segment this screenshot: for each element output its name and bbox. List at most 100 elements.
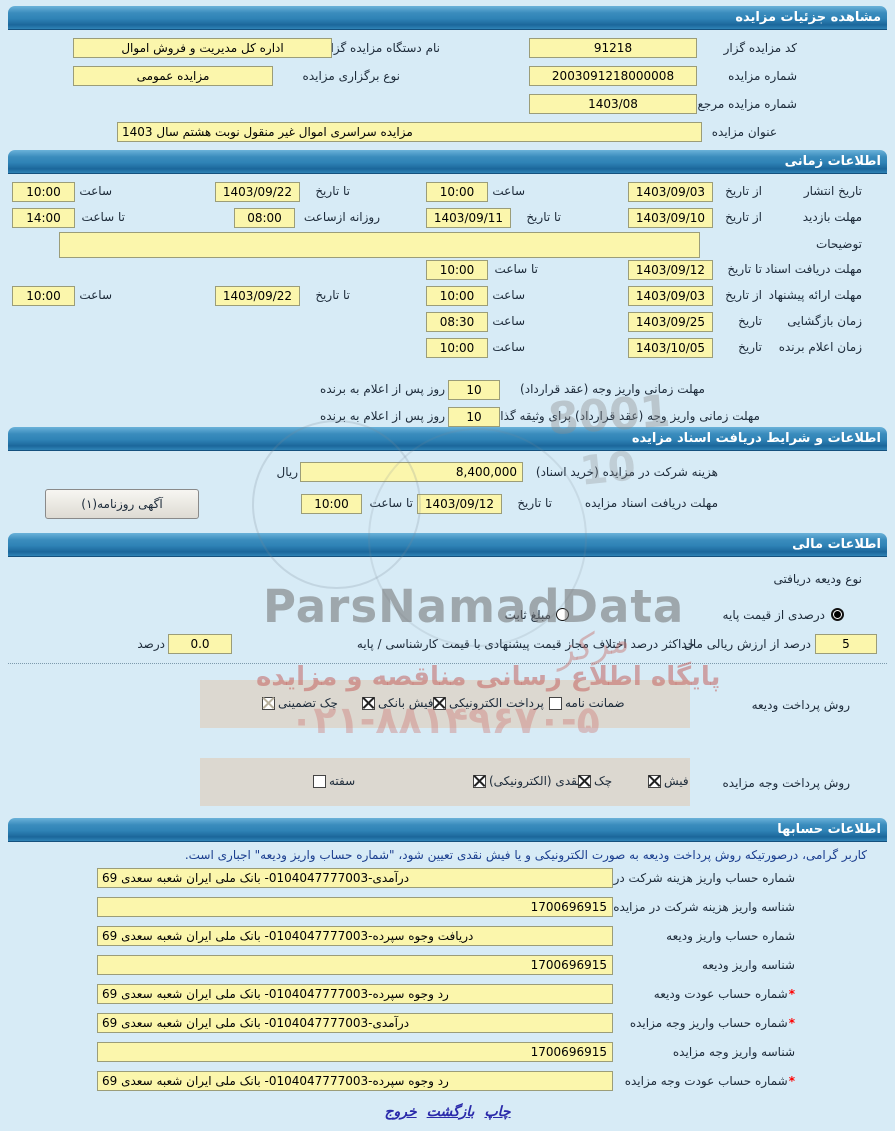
deposit-method-bank-slip[interactable]: فیش بانکی <box>362 696 433 710</box>
offer-from-time-field[interactable]: 10:00 <box>426 286 488 306</box>
opening-date-field[interactable]: 1403/09/25 <box>628 312 713 332</box>
auction-type-label: نوع برگزاری مزایده <box>302 69 400 83</box>
deposit-method-guarantee[interactable]: ضمانت نامه <box>549 696 625 710</box>
accounts-notice: کاربر گرامی، درصورتیکه روش پرداخت ودیعه … <box>184 848 867 862</box>
guaranteed-cheque-label: چک تضمینی <box>278 696 338 710</box>
publish-to-time-field[interactable]: 10:00 <box>12 182 75 202</box>
offer-to-time-field[interactable]: 10:00 <box>12 286 75 306</box>
winner-time-field[interactable]: 10:00 <box>426 338 488 358</box>
offer-to-date-caption: تا تاریخ <box>315 288 350 302</box>
fee-field[interactable]: 8,400,000 <box>300 462 523 482</box>
docs-deadline-time-field[interactable]: 10:00 <box>301 494 362 514</box>
account-row-field[interactable]: رد وجوه سپرده-0104047777003- بانک ملی ای… <box>97 984 613 1004</box>
account-row-field[interactable]: 1700696915 <box>97 897 613 917</box>
account-row-field[interactable]: رد وجوه سپرده-0104047777003- بانک ملی ای… <box>97 1071 613 1091</box>
notes-field[interactable] <box>59 232 700 258</box>
slip-label: فیش <box>664 774 689 788</box>
promissory-note-label: سفته <box>329 774 356 788</box>
print-link[interactable]: چاپ <box>484 1104 511 1120</box>
account-row-label: شماره حساب واریز هزینه شرکت در مزایده <box>577 871 795 885</box>
opening-hour-caption: ساعت <box>492 314 525 328</box>
publish-to-date-field[interactable]: 1403/09/22 <box>215 182 300 202</box>
promissory-note-checkbox[interactable] <box>313 774 326 788</box>
publish-from-time-field[interactable]: 10:00 <box>426 182 488 202</box>
account-row-field[interactable]: دریافت وجوه سپرده-0104047777003- بانک مل… <box>97 926 613 946</box>
auctioneer-code-field[interactable]: 91218 <box>529 38 697 58</box>
payment-method-promissory[interactable]: سفته <box>313 774 355 788</box>
docs-deadline-date-field[interactable]: 1403/09/12 <box>417 494 502 514</box>
payment-method-cash[interactable]: نقدی (الکترونیکی) <box>473 774 581 788</box>
electronic-payment-checkbox[interactable] <box>433 696 446 710</box>
guarantee-letter-checkbox[interactable] <box>549 696 562 710</box>
auctioneer-code-label: کد مزایده گزار <box>723 41 797 55</box>
cheque-checkbox[interactable] <box>578 774 591 788</box>
required-asterisk: * <box>788 1016 795 1030</box>
offer-from-date-field[interactable]: 1403/09/03 <box>628 286 713 306</box>
account-row-field[interactable]: درآمدی-0104047777003- بانک ملی ایران شعب… <box>97 868 613 888</box>
winner-label: زمان اعلام برنده <box>778 340 862 354</box>
docs-deadline-date-caption: تا تاریخ <box>517 496 552 510</box>
visit-daily-from-caption: روزانه ازساعت <box>303 210 380 224</box>
publish-to-hour-caption: ساعت <box>79 184 112 198</box>
base-percent-field[interactable]: 5 <box>815 634 877 654</box>
account-row-label: *شماره حساب عودت ودیعه <box>653 987 795 1001</box>
publish-from-date-field[interactable]: 1403/09/03 <box>628 182 713 202</box>
cash-electronic-label: نقدی (الکترونیکی) <box>489 774 581 788</box>
page-title-bar: مشاهده جزئیات مزایده <box>8 6 887 30</box>
visit-from-time-field[interactable]: 08:00 <box>234 208 295 228</box>
payment-method-cheque[interactable]: چک <box>578 774 612 788</box>
doc-deadline-date-caption: تا تاریخ <box>727 262 762 276</box>
visit-from-date-caption: از تاریخ <box>725 210 762 224</box>
visit-to-date-field[interactable]: 1403/09/11 <box>426 208 511 228</box>
slip-checkbox[interactable] <box>648 774 661 788</box>
visit-from-date-field[interactable]: 1403/09/10 <box>628 208 713 228</box>
visit-to-hour-caption: تا ساعت <box>81 210 125 224</box>
auctioneer-name-field[interactable]: اداره کل مدیریت و فروش اموال <box>73 38 332 58</box>
max-diff-label: حداکثر درصد اختلاف مجاز قیمت پیشنهادی با… <box>356 637 695 651</box>
doc-deadline-time-field[interactable]: 10:00 <box>426 260 488 280</box>
cheque-label: چک <box>594 774 613 788</box>
account-row-field[interactable]: درآمدی-0104047777003- بانک ملی ایران شعب… <box>97 1013 613 1033</box>
ref-number-field[interactable]: 1403/08 <box>529 94 697 114</box>
base-percent-label: درصد از ارزش ریالی مال <box>684 637 811 651</box>
watermark-brand: ParsNamadData <box>263 580 685 633</box>
deposit-type-fixed-radio[interactable] <box>556 608 569 621</box>
back-link[interactable]: بازگشت <box>426 1104 475 1120</box>
offer-from-hour-caption: ساعت <box>492 288 525 302</box>
winner-date-field[interactable]: 1403/10/05 <box>628 338 713 358</box>
pay-deadline-guarantor-days-caption: روز پس از اعلام به برنده <box>320 409 445 423</box>
visit-to-time-field[interactable]: 14:00 <box>12 208 75 228</box>
account-row-field[interactable]: 1700696915 <box>97 955 613 975</box>
guaranteed-cheque-checkbox[interactable] <box>262 696 275 710</box>
auction-title-field[interactable]: مزایده سراسری اموال غیر منقول نوبت هشتم … <box>117 122 702 142</box>
max-diff-field[interactable]: 0.0 <box>168 634 232 654</box>
financial-section-title: اطلاعات مالی <box>792 537 881 552</box>
deposit-type-percent-radio[interactable] <box>831 608 844 621</box>
auction-number-field[interactable]: 2003091218000008 <box>529 66 697 86</box>
pay-deadline-guarantor-days-field[interactable]: 10 <box>448 407 500 427</box>
auction-type-field[interactable]: مزایده عمومی <box>73 66 273 86</box>
bank-slip-checkbox[interactable] <box>362 696 375 710</box>
account-row-field[interactable]: 1700696915 <box>97 1042 613 1062</box>
page-title: مشاهده جزئیات مزایده <box>735 10 881 25</box>
dotted-divider <box>8 663 887 664</box>
offer-to-hour-caption: ساعت <box>79 288 112 302</box>
publish-label: تاریخ انتشار <box>803 184 862 198</box>
pay-deadline-label: مهلت زمانی واریز وجه (عقد قرارداد) <box>520 382 705 396</box>
deposit-method-electronic[interactable]: پرداخت الکترونیکی <box>433 696 544 710</box>
docs-deadline-hour-caption: تا ساعت <box>369 496 413 510</box>
payment-methods-label: روش پرداخت وجه مزایده <box>722 776 850 790</box>
newspaper-ad-button[interactable]: آگهی روزنامه(۱) <box>45 489 199 519</box>
pay-deadline-days-field[interactable]: 10 <box>448 380 500 400</box>
deposit-method-cheque[interactable]: چک تضمینی <box>262 696 338 710</box>
publish-from-hour-caption: ساعت <box>492 184 525 198</box>
offer-to-date-field[interactable]: 1403/09/22 <box>215 286 300 306</box>
doc-deadline-date-field[interactable]: 1403/09/12 <box>628 260 713 280</box>
cash-electronic-checkbox[interactable] <box>473 774 486 788</box>
exit-link[interactable]: خروج <box>384 1104 417 1120</box>
docs-section-title: اطلاعات و شرایط دریافت اسناد مزایده <box>631 431 881 446</box>
payment-method-slip[interactable]: فیش <box>648 774 689 788</box>
auction-number-label: شماره مزایده <box>728 69 797 83</box>
opening-time-field[interactable]: 08:30 <box>426 312 488 332</box>
